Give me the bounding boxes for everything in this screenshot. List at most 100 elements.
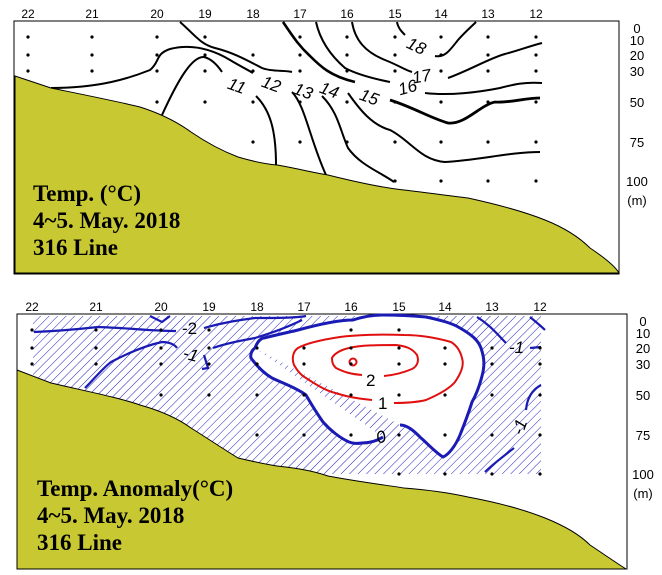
sample-point <box>393 179 397 183</box>
sample-point <box>397 346 401 350</box>
station-label: 22 <box>25 300 39 314</box>
sample-point <box>155 69 159 73</box>
contour-line <box>321 95 395 183</box>
contour-line <box>315 21 391 83</box>
contour-line <box>389 96 541 125</box>
sample-point <box>203 53 207 57</box>
sample-point <box>490 393 494 397</box>
depth-tick-label: 50 <box>636 388 650 403</box>
station-label: 18 <box>246 7 260 21</box>
sample-point <box>298 35 302 39</box>
sample-point <box>349 328 353 332</box>
contour-line <box>348 357 358 367</box>
sample-point <box>349 346 353 350</box>
contour-line <box>33 325 177 334</box>
sample-point <box>486 100 490 104</box>
sample-point <box>538 393 542 397</box>
depth-tick-label: 10 <box>630 33 644 48</box>
sample-point <box>251 53 255 57</box>
sample-point <box>207 346 211 350</box>
sample-point <box>155 35 159 39</box>
sample-point <box>490 472 494 476</box>
depth-tick-label: 30 <box>636 357 650 372</box>
contour-line <box>203 314 307 330</box>
sample-point <box>349 433 353 437</box>
sample-point <box>534 69 538 73</box>
contour-label: -2 <box>182 319 197 338</box>
sample-point <box>393 69 397 73</box>
sample-point <box>538 433 542 437</box>
contour-line <box>291 91 327 176</box>
sample-point <box>349 362 353 366</box>
contour-line <box>330 343 419 377</box>
sample-point <box>397 393 401 397</box>
depth-tick-label: 100 <box>632 467 654 482</box>
contour-line <box>179 21 293 73</box>
sample-point <box>255 393 259 397</box>
sample-point <box>443 433 447 437</box>
sample-point <box>443 346 447 350</box>
contour-label: 16 <box>396 76 420 99</box>
sample-point <box>534 53 538 57</box>
temperature-anomaly-panel: -2 -1 -1 -1 0 1 2 22 21 20 19 18 17 16 15 14 13 12… <box>16 300 654 570</box>
contour-label: 1 <box>378 394 387 413</box>
station-labels: 22 21 20 19 18 17 16 15 14 13 12 <box>25 300 547 314</box>
station-labels: 22 21 20 19 18 17 16 15 14 13 12 <box>21 7 543 21</box>
sample-point <box>255 346 259 350</box>
contour-label: 17 <box>411 65 433 87</box>
depth-unit-label: (m) <box>633 486 653 501</box>
station-label: 17 <box>293 7 307 21</box>
zero-contour <box>249 313 486 459</box>
station-label: 12 <box>529 7 543 21</box>
negative-contours <box>33 314 546 473</box>
station-label: 14 <box>434 7 448 21</box>
sample-point <box>538 362 542 366</box>
sample-point <box>486 179 490 183</box>
station-label: 19 <box>202 300 216 314</box>
contour-line <box>149 315 171 324</box>
contour-line <box>424 81 543 96</box>
depth-tick-label: 100 <box>626 174 648 189</box>
station-label: 16 <box>344 300 358 314</box>
sample-point <box>397 472 401 476</box>
station-label: 16 <box>340 7 354 21</box>
chart-line-name: 316 Line <box>37 530 122 555</box>
sample-point <box>345 53 349 57</box>
sample-point <box>345 100 349 104</box>
station-label: 20 <box>154 300 168 314</box>
sample-point <box>302 433 306 437</box>
contour-label: -1 <box>509 338 524 357</box>
sample-point <box>302 346 306 350</box>
sample-points <box>30 328 542 476</box>
sample-point <box>203 69 207 73</box>
sample-point <box>94 346 98 350</box>
sample-point <box>439 53 443 57</box>
sample-point <box>90 53 94 57</box>
station-label: 15 <box>388 7 402 21</box>
contour-line <box>447 42 543 79</box>
chart-title-line: Temp. Anomaly(°C) <box>37 476 233 501</box>
depth-tick-label: 0 <box>633 21 640 36</box>
contour-line <box>201 354 210 371</box>
sample-point <box>159 346 163 350</box>
sample-point <box>443 362 447 366</box>
sample-point <box>443 472 447 476</box>
depth-tick-label: 10 <box>636 326 650 341</box>
chart-date: 4~5. May. 2018 <box>33 208 180 233</box>
sample-point <box>393 53 397 57</box>
seabed <box>16 369 628 570</box>
sample-point <box>439 35 443 39</box>
sample-point <box>255 433 259 437</box>
sample-point <box>397 328 401 332</box>
sample-point <box>207 328 211 332</box>
contour-label: 2 <box>366 371 375 390</box>
sample-point <box>439 140 443 144</box>
contour-line <box>351 21 413 73</box>
contour-line <box>84 340 178 389</box>
sample-point <box>486 140 490 144</box>
sample-point <box>538 346 542 350</box>
depth-tick-label: 75 <box>630 135 644 150</box>
chart-title-line: Temp. (°C) <box>33 181 141 206</box>
contour-line <box>396 21 406 36</box>
